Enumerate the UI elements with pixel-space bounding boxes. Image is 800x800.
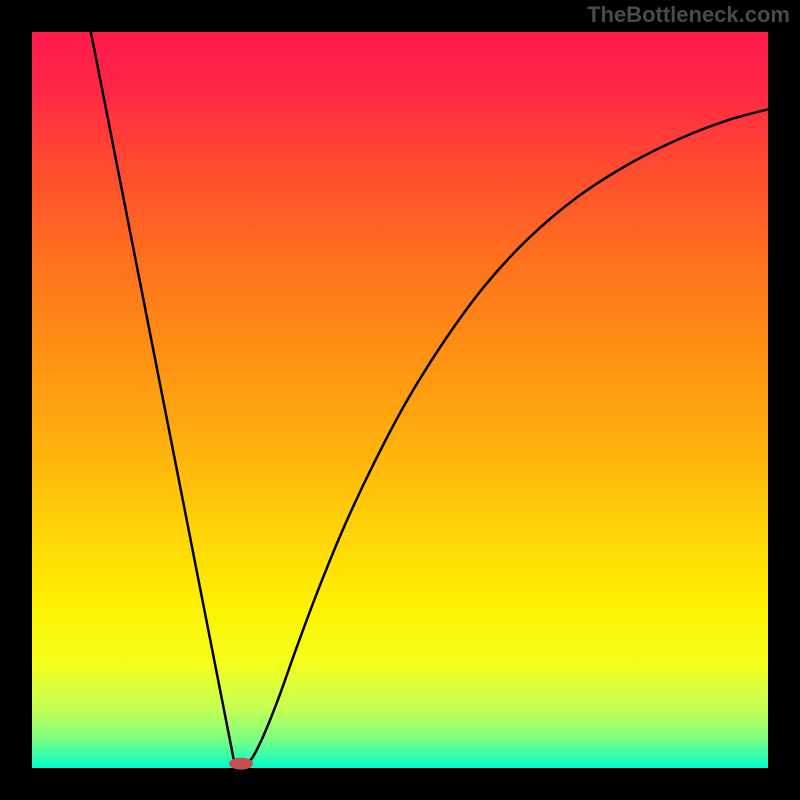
watermark-text: TheBottleneck.com [587, 2, 790, 28]
plot-background [32, 32, 768, 768]
bottleneck-chart [0, 0, 800, 800]
chart-container: TheBottleneck.com [0, 0, 800, 800]
optimal-point-marker [229, 758, 253, 770]
